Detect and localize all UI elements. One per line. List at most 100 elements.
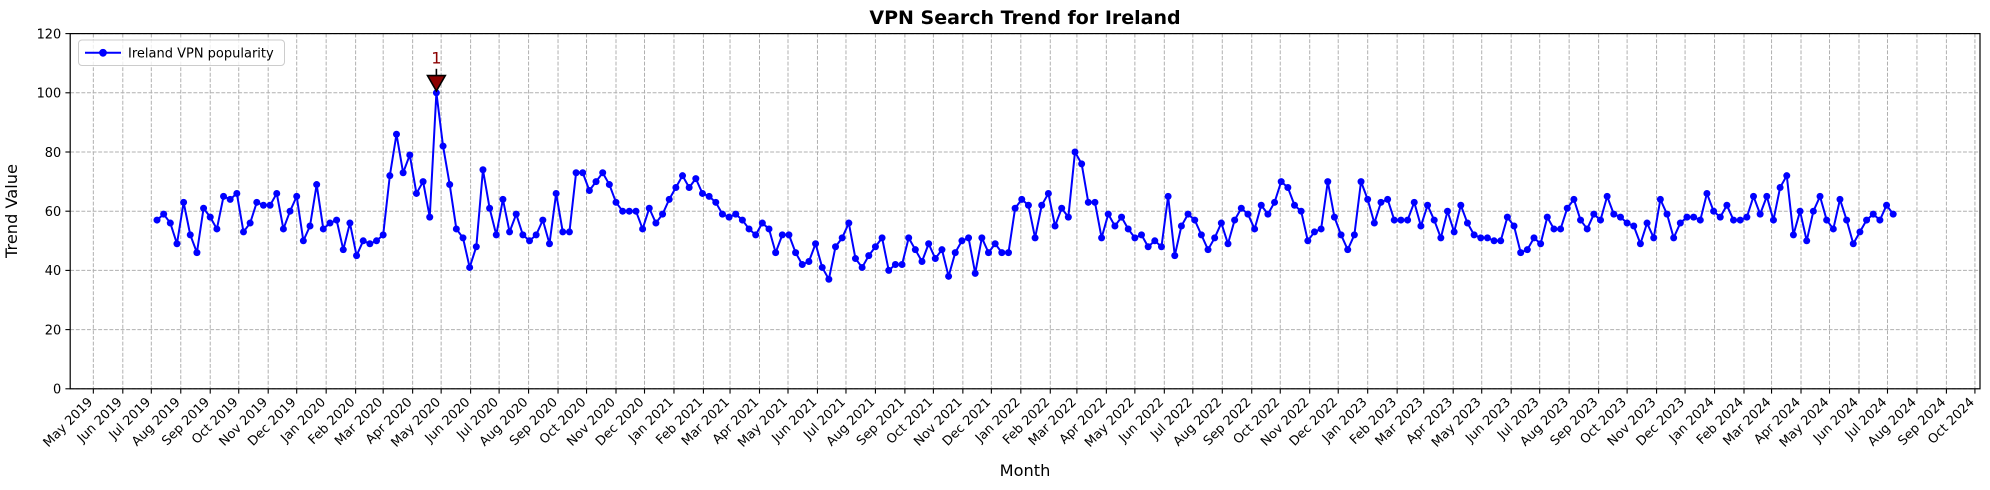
data-point-marker: [698, 189, 706, 197]
data-point-marker: [1364, 195, 1372, 203]
data-point-marker: [472, 243, 480, 251]
data-point-marker: [532, 231, 540, 239]
data-point-marker: [412, 189, 420, 197]
data-point-marker: [1237, 204, 1245, 212]
data-point-marker: [1869, 210, 1877, 218]
data-point-marker: [479, 166, 487, 174]
data-point-marker: [1750, 192, 1757, 200]
data-point-marker: [639, 225, 647, 233]
data-point-marker: [1756, 210, 1764, 218]
data-point-marker: [386, 172, 394, 180]
data-point-marker: [499, 195, 507, 203]
data-point-marker: [898, 260, 906, 268]
data-point-marker: [200, 204, 208, 212]
data-point-marker: [1384, 195, 1392, 203]
data-point-marker: [871, 243, 879, 251]
data-point-marker: [1344, 246, 1352, 254]
data-point-marker: [1796, 207, 1804, 215]
data-point-marker: [1297, 207, 1305, 215]
legend-label: Ireland VPN popularity: [128, 46, 274, 61]
data-point-marker: [1084, 198, 1092, 206]
data-point-marker: [805, 258, 813, 266]
data-point-marker: [978, 234, 986, 242]
data-point-marker: [1557, 225, 1565, 233]
data-point-marker: [1430, 216, 1438, 224]
data-point-marker: [1444, 207, 1451, 215]
data-point-marker: [605, 181, 613, 189]
data-point-marker: [559, 228, 567, 236]
data-point-marker: [1816, 192, 1824, 200]
data-point-marker: [732, 210, 740, 218]
data-point-marker: [1876, 216, 1884, 224]
annotation-label: 1: [431, 48, 441, 67]
data-point-marker: [293, 192, 301, 200]
data-point-marker: [1118, 213, 1126, 221]
data-point-marker: [1024, 201, 1032, 209]
y-tick-label: 80: [45, 146, 61, 161]
data-point-marker: [1543, 213, 1551, 221]
data-point-marker: [206, 213, 214, 221]
data-point-marker: [1211, 234, 1219, 242]
data-point-marker: [1144, 243, 1152, 251]
data-point-marker: [812, 240, 820, 248]
data-point-marker: [1590, 210, 1598, 218]
data-point-marker: [1018, 195, 1026, 203]
data-point-marker: [585, 186, 593, 194]
data-point-marker: [1570, 195, 1578, 203]
data-point-marker: [259, 201, 267, 209]
data-point-marker: [878, 234, 886, 242]
y-tick-label: 120: [37, 27, 62, 42]
data-point-marker: [319, 225, 327, 233]
data-point-marker: [652, 219, 660, 227]
data-point-marker: [971, 269, 979, 277]
data-point-marker: [1716, 213, 1724, 221]
data-point-marker: [765, 225, 773, 233]
data-point-marker: [1623, 219, 1631, 227]
data-point-marker: [572, 169, 580, 177]
data-point-marker: [958, 237, 966, 245]
data-point-marker: [685, 184, 693, 192]
data-point-marker: [359, 237, 367, 245]
data-point-marker: [1829, 225, 1837, 233]
data-point-marker: [1151, 237, 1159, 245]
data-point-marker: [1530, 234, 1538, 242]
data-point-marker: [1277, 178, 1285, 186]
data-point-marker: [186, 231, 194, 239]
data-point-marker: [1264, 210, 1272, 218]
data-point-marker: [1517, 249, 1525, 257]
data-point-marker: [1849, 240, 1857, 248]
data-point-marker: [1337, 231, 1345, 239]
data-point-marker: [1157, 243, 1165, 251]
data-point-marker: [353, 252, 361, 260]
data-point-marker: [1583, 225, 1591, 233]
data-point-marker: [1883, 201, 1891, 209]
data-point-marker: [1091, 198, 1099, 206]
data-point-marker: [1357, 178, 1365, 186]
data-point-marker: [1843, 216, 1851, 224]
data-point-marker: [1537, 240, 1545, 248]
data-point-marker: [339, 246, 347, 254]
data-point-marker: [1630, 222, 1638, 230]
data-point-marker: [712, 198, 720, 206]
data-point-marker: [1730, 216, 1738, 224]
data-point-marker: [173, 240, 181, 248]
data-point-marker: [985, 249, 993, 257]
y-tick-label: 60: [45, 205, 61, 220]
data-point-marker: [625, 207, 633, 215]
x-axis-label: Month: [1000, 461, 1051, 480]
data-point-marker: [432, 89, 440, 97]
data-point-marker: [758, 219, 766, 227]
data-point-marker: [851, 255, 859, 263]
data-point-marker: [1783, 172, 1791, 180]
data-point-marker: [1410, 198, 1418, 206]
data-point-marker: [885, 266, 893, 274]
data-point-marker: [1078, 160, 1086, 168]
data-point-marker: [452, 225, 460, 233]
data-point-marker: [832, 243, 840, 251]
data-point-marker: [1111, 222, 1119, 230]
data-point-marker: [592, 178, 600, 186]
y-tick-labels: 0 20 40 60 80 100 120: [37, 27, 62, 397]
data-point-marker: [818, 263, 826, 271]
data-point-marker: [193, 249, 201, 257]
data-point-marker: [1836, 195, 1844, 203]
